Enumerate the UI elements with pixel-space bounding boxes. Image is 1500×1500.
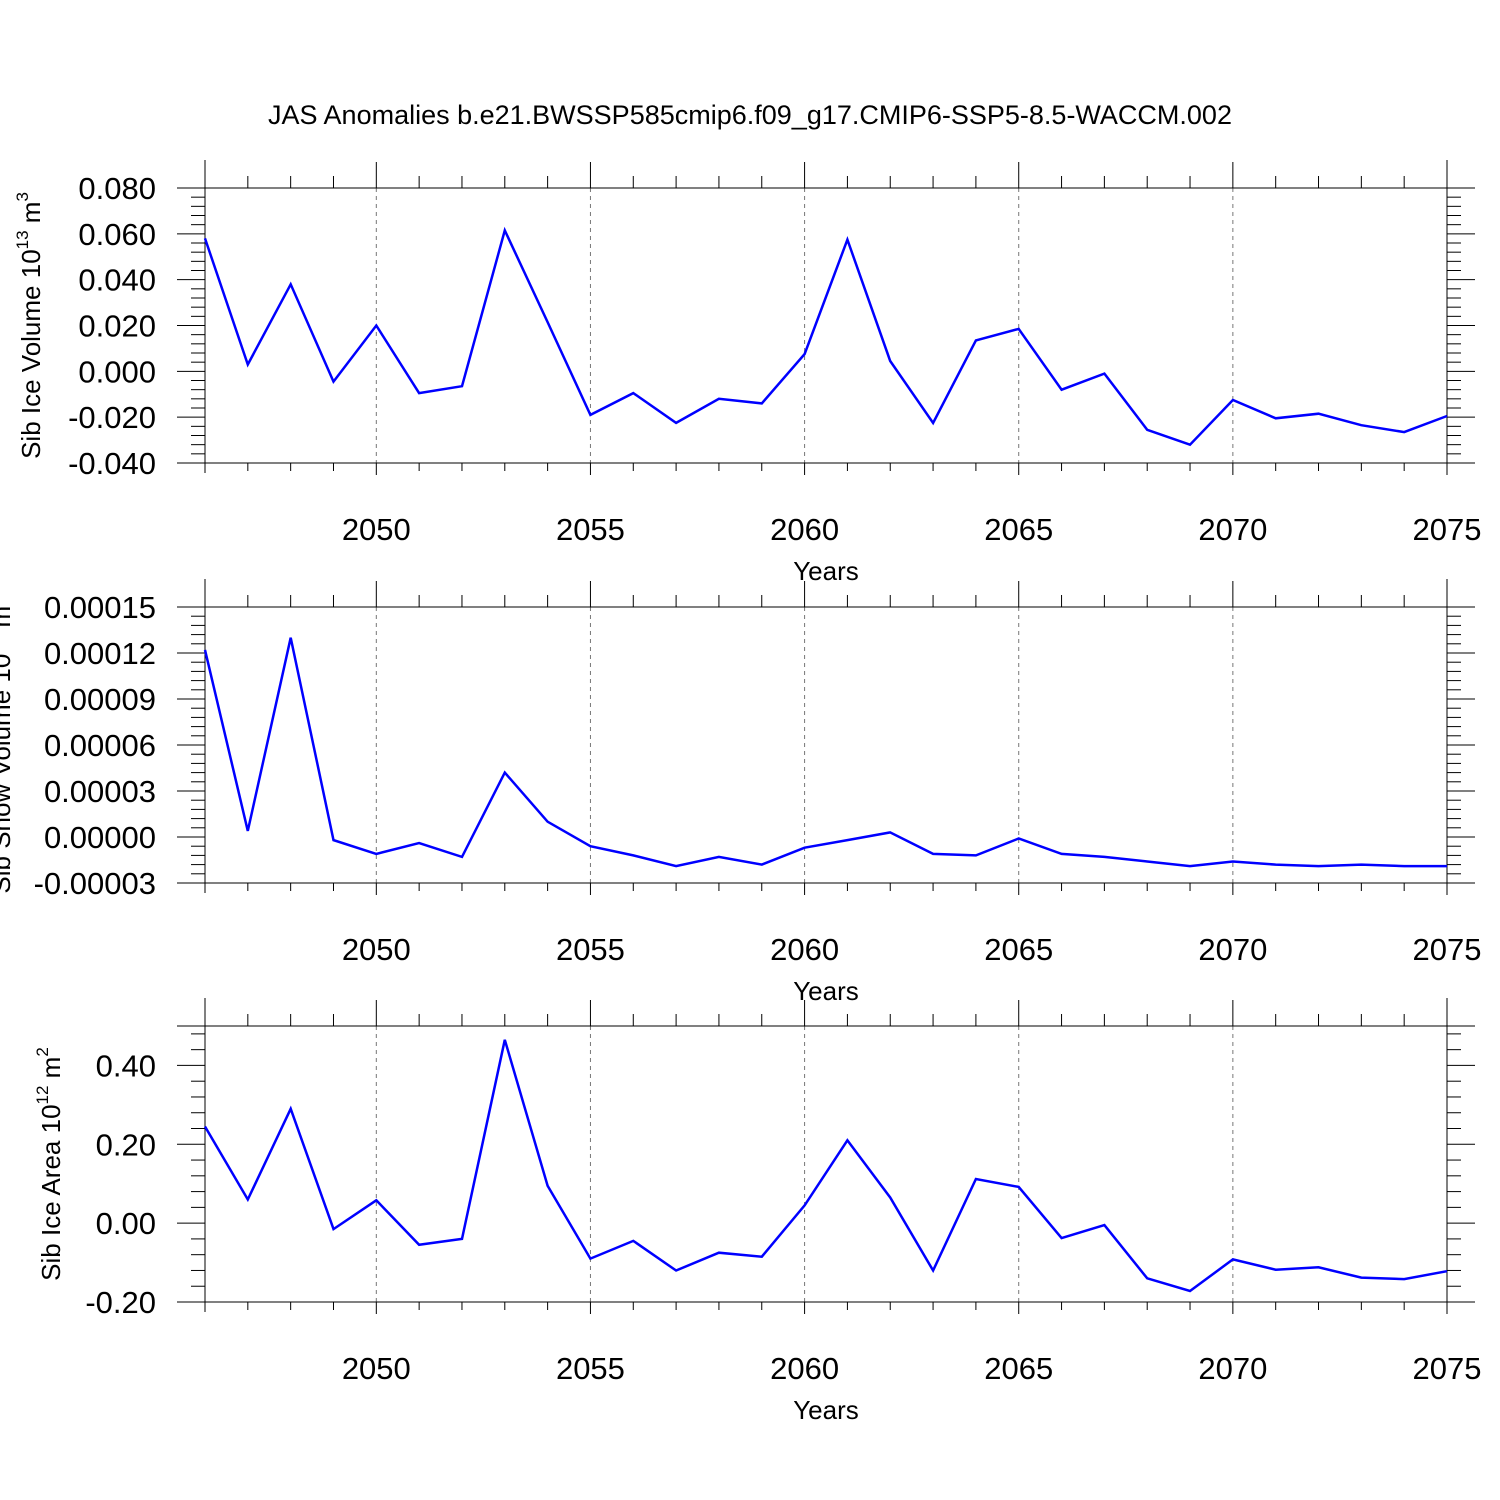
plot-panel-2: -0.00003 0.00000 0.00003 0.00006 0.00009 0.00… (0, 579, 1481, 1006)
series-line (203, 637, 1447, 868)
y-label-exponent: 12 (33, 1086, 52, 1105)
y-label-unit: m (0, 606, 16, 635)
y-tick-label: 0.00015 (44, 590, 156, 625)
x-tick-label: 2060 (770, 932, 839, 967)
x-tick-label: 2065 (984, 932, 1053, 967)
x-tick-label: 2050 (342, 932, 411, 967)
y-label-exponent: 13 (13, 230, 32, 249)
x-axis-label: Years (793, 556, 859, 586)
x-tick-label: 2055 (556, 512, 625, 547)
y-axis-label: Sib Ice Volume 1013 m3 (13, 192, 46, 459)
x-tick-label: 2070 (1198, 932, 1267, 967)
x-tick-label: 2065 (984, 512, 1053, 547)
y-tick-label: -0.040 (68, 446, 156, 481)
y-tick-label: 0.00000 (44, 820, 156, 855)
x-tick-label: 2070 (1198, 512, 1267, 547)
y-label-unit: m (36, 1057, 66, 1086)
y-tick-label: 0.020 (78, 309, 156, 344)
series-line (203, 226, 1448, 447)
chart-title: JAS Anomalies b.e21.BWSSP585cmip6.f09_g1… (268, 100, 1232, 130)
x-tick-label: 2050 (342, 1351, 411, 1386)
y-tick-label: 0.060 (78, 217, 156, 252)
y-tick-label: 0.20 (96, 1127, 156, 1162)
y-label-unit-power: 3 (0, 596, 2, 605)
plot-panel-1: -0.040 -0.020 0.000 0.020 0.040 0.060 0.080 205… (13, 160, 1481, 586)
y-label-unit-power: 3 (13, 192, 32, 201)
x-tick-label: 2060 (770, 512, 839, 547)
series-line (203, 1039, 1448, 1293)
x-tick-label: 2075 (1413, 1351, 1482, 1386)
x-tick-label: 2050 (342, 512, 411, 547)
y-tick-label: 0.040 (78, 263, 156, 298)
y-label-unit: m (16, 202, 46, 231)
y-tick-label: 0.00 (96, 1206, 156, 1241)
y-tick-label: 0.000 (78, 354, 156, 389)
y-tick-label: 0.00003 (44, 774, 156, 809)
y-label-exponent: 13 (0, 635, 2, 654)
y-label-text: Sib Ice Area 10 (36, 1104, 66, 1280)
y-axis-label: Sib Snow Volume 1013 m3 (0, 596, 16, 893)
x-tick-label: 2060 (770, 1351, 839, 1386)
x-tick-label: 2070 (1198, 1351, 1267, 1386)
x-tick-label: 2075 (1413, 512, 1482, 547)
y-tick-label: -0.00003 (34, 866, 156, 901)
y-tick-label: -0.020 (68, 400, 156, 435)
y-axis-label: Sib Ice Area 1012 m2 (33, 1047, 66, 1281)
y-label-text: Sib Snow Volume 10 (0, 654, 16, 894)
y-tick-label: 0.00012 (44, 636, 156, 671)
y-tick-label: 0.00009 (44, 682, 156, 717)
x-axis-label: Years (793, 976, 859, 1006)
panels: -0.040 -0.020 0.000 0.020 0.040 0.060 0.080 205… (0, 160, 1481, 1425)
y-label-unit-power: 2 (33, 1047, 52, 1056)
y-tick-label: 0.080 (78, 171, 156, 206)
plot-panel-3: -0.20 0.00 0.20 0.40 2050 2055 2060 2065 2070 207… (33, 998, 1481, 1425)
y-tick-label: 0.00006 (44, 728, 156, 763)
x-axis-label: Years (793, 1395, 859, 1425)
y-tick-label: 0.40 (96, 1048, 156, 1083)
y-label-text: Sib Ice Volume 10 (16, 249, 46, 459)
y-tick-label: -0.20 (85, 1285, 156, 1320)
x-tick-label: 2055 (556, 1351, 625, 1386)
x-tick-label: 2065 (984, 1351, 1053, 1386)
x-tick-label: 2055 (556, 932, 625, 967)
x-tick-label: 2075 (1413, 932, 1482, 967)
